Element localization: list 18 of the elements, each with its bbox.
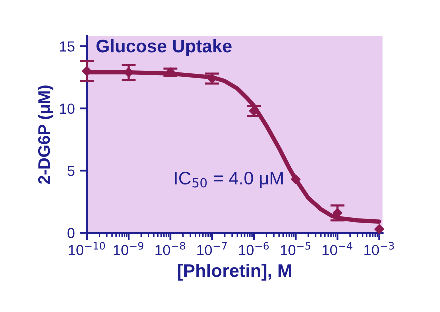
y-tick-label: 15 — [60, 42, 75, 52]
x-axis-title: [Phloretin], M — [178, 264, 292, 281]
x-tick-label: 10$^{−6}$ — [239, 242, 269, 256]
x-tick-label: 10$^{−5}$ — [281, 242, 311, 256]
y-tick-label: 5 — [68, 166, 75, 176]
x-tick-label: 10$^{−8}$ — [156, 242, 186, 256]
x-tick-label: 10$^{−4}$ — [322, 242, 353, 256]
annotation: IC$_{50}$ = 4.0 μM — [175, 172, 283, 188]
x-tick-label: 10$^{−10}$ — [69, 242, 106, 256]
y-axis-title: 2-DG6P (μM) — [38, 86, 54, 184]
point — [291, 174, 301, 184]
x-tick-label: 10$^{−3}$ — [364, 242, 394, 256]
y-tick-label: 0 — [68, 228, 75, 238]
chart-title: Glucose Uptake — [96, 39, 232, 56]
y-tick-label: 10 — [60, 104, 75, 114]
point — [374, 224, 384, 234]
x-tick-label: 10$^{−9}$ — [114, 242, 144, 256]
x-tick-label: 10$^{−7}$ — [198, 242, 227, 256]
